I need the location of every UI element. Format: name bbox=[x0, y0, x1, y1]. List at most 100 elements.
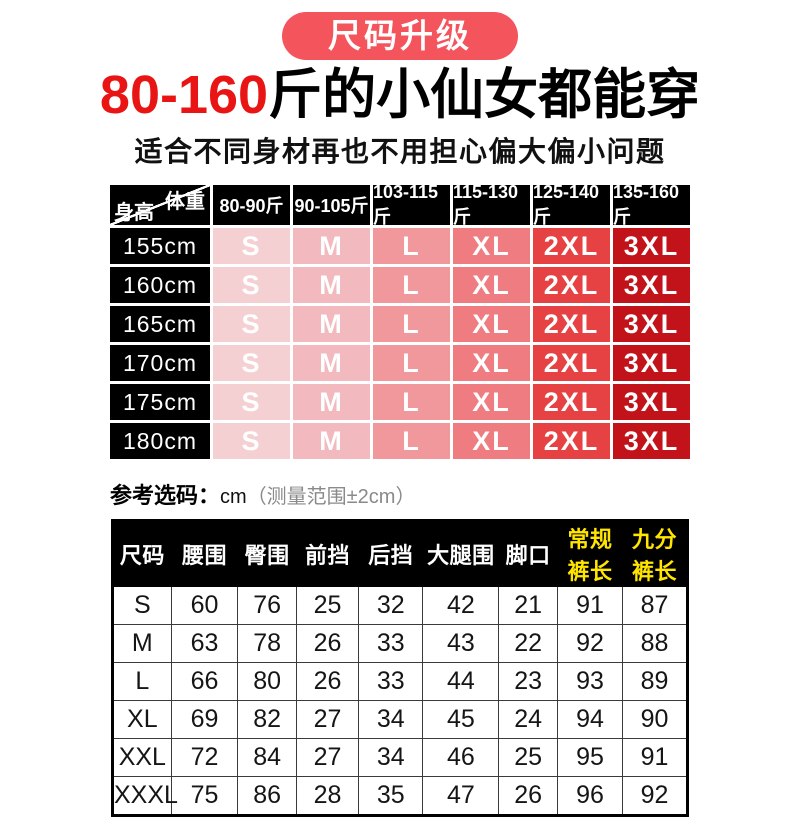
weight-header-cell: 103-115斤 bbox=[373, 182, 450, 227]
size-cell: L bbox=[373, 306, 450, 343]
measure-value-cell: 43 bbox=[422, 624, 500, 664]
size-cell: M bbox=[293, 423, 370, 460]
measure-value-cell: 47 bbox=[422, 776, 500, 817]
measure-value-cell: 46 bbox=[422, 738, 500, 778]
size-cell: S bbox=[213, 228, 290, 265]
note-unit: cm bbox=[220, 486, 247, 509]
badge-row: 尺码升级 bbox=[0, 0, 800, 60]
size-cell: XL bbox=[453, 384, 530, 421]
measure-value-cell: 88 bbox=[621, 624, 689, 664]
size-cell: 2XL bbox=[533, 345, 610, 382]
measure-value-cell: 78 bbox=[237, 624, 297, 664]
size-cell: M bbox=[293, 267, 370, 304]
measure-value-cell: 44 bbox=[422, 662, 500, 702]
height-cell: 180cm bbox=[110, 423, 210, 460]
size-cell: S bbox=[213, 423, 290, 460]
measure-size-cell: L bbox=[112, 662, 172, 702]
measure-value-cell: 23 bbox=[498, 662, 558, 702]
measure-header-cell: 后挡 bbox=[358, 520, 424, 588]
size-cell: XL bbox=[453, 306, 530, 343]
size-cell: M bbox=[293, 384, 370, 421]
measure-header-cell: 大腿围 bbox=[422, 520, 500, 588]
measure-size-cell: S bbox=[112, 586, 172, 626]
measure-header-cell: 前挡 bbox=[295, 520, 360, 588]
measure-value-cell: 93 bbox=[556, 662, 623, 702]
weight-header-cell: 135-160斤 bbox=[613, 182, 690, 227]
size-cell: 2XL bbox=[533, 267, 610, 304]
weight-header-cell: 90-105斤 bbox=[293, 185, 370, 226]
size-upgrade-badge: 尺码升级 bbox=[282, 12, 518, 60]
measure-row: XXL 72 84 27 34 46 25 95 91 bbox=[112, 738, 689, 778]
title-weight-range: 80-160 bbox=[99, 65, 269, 125]
size-cell: S bbox=[213, 345, 290, 382]
grid-corner-cell: 体重 身高 bbox=[110, 185, 210, 226]
measure-header-cell: 腰围 bbox=[170, 520, 239, 588]
measure-value-cell: 21 bbox=[498, 586, 558, 626]
measure-value-cell: 89 bbox=[621, 662, 689, 702]
size-cell: L bbox=[373, 423, 450, 460]
measure-value-cell: 25 bbox=[295, 586, 360, 626]
measure-header-row: 尺码 腰围 臀围 前挡 后挡 大腿围 脚口 常规裤长 九分裤长 bbox=[112, 520, 689, 588]
size-reference-note: 参考选码：cm（测量范围±2cm） bbox=[110, 478, 690, 510]
measure-value-cell: 91 bbox=[556, 586, 623, 626]
height-cell: 170cm bbox=[110, 345, 210, 382]
measure-value-cell: 60 bbox=[170, 586, 239, 626]
height-weight-size-grid: 体重 身高 80-90斤 90-105斤 103-115斤 115-130斤 125-1… bbox=[110, 182, 690, 460]
measure-size-cell: XL bbox=[112, 700, 172, 740]
measure-table-body: S 60 76 25 32 42 21 91 87 M 63 78 26 33 43 22 92 88 L 66 80 2… bbox=[112, 586, 689, 817]
measure-header-cell: 九分裤长 bbox=[621, 520, 689, 588]
measure-size-cell: M bbox=[112, 624, 172, 664]
measure-value-cell: 76 bbox=[237, 586, 297, 626]
measure-value-cell: 45 bbox=[422, 700, 500, 740]
weight-header-cell: 115-130斤 bbox=[453, 182, 530, 227]
measure-value-cell: 27 bbox=[295, 738, 360, 778]
size-cell: M bbox=[293, 228, 370, 265]
measurement-table: 尺码 腰围 臀围 前挡 后挡 大腿围 脚口 常规裤长 九分裤长 S 60 76 25 32 42 21 91 8… bbox=[111, 519, 689, 817]
corner-weight-label: 体重 bbox=[165, 191, 205, 214]
size-cell: 3XL bbox=[613, 306, 690, 343]
measure-value-cell: 63 bbox=[170, 624, 239, 664]
measure-value-cell: 92 bbox=[621, 776, 689, 817]
size-cell: 2XL bbox=[533, 228, 610, 265]
height-cell: 160cm bbox=[110, 267, 210, 304]
size-cell: L bbox=[373, 345, 450, 382]
size-cell: XL bbox=[453, 228, 530, 265]
measure-row: M 63 78 26 33 43 22 92 88 bbox=[112, 624, 689, 664]
measure-value-cell: 87 bbox=[621, 586, 689, 626]
size-cell: 2XL bbox=[533, 423, 610, 460]
measure-value-cell: 42 bbox=[422, 586, 500, 626]
measure-value-cell: 26 bbox=[295, 624, 360, 664]
measure-row: XXXL 75 86 28 35 47 26 96 92 bbox=[112, 776, 689, 817]
size-cell: XL bbox=[453, 345, 530, 382]
measure-value-cell: 69 bbox=[170, 700, 239, 740]
measure-value-cell: 80 bbox=[237, 662, 297, 702]
measure-value-cell: 35 bbox=[358, 776, 424, 817]
measure-header-cell: 常规裤长 bbox=[556, 520, 623, 588]
size-cell: 2XL bbox=[533, 384, 610, 421]
measure-value-cell: 72 bbox=[170, 738, 239, 778]
size-cell: S bbox=[213, 306, 290, 343]
measure-value-cell: 84 bbox=[237, 738, 297, 778]
height-cell: 165cm bbox=[110, 306, 210, 343]
size-cell: XL bbox=[453, 267, 530, 304]
measure-value-cell: 27 bbox=[295, 700, 360, 740]
size-cell: M bbox=[293, 306, 370, 343]
measure-value-cell: 22 bbox=[498, 624, 558, 664]
size-cell: S bbox=[213, 267, 290, 304]
measure-value-cell: 94 bbox=[556, 700, 623, 740]
measure-value-cell: 28 bbox=[295, 776, 360, 817]
measure-value-cell: 66 bbox=[170, 662, 239, 702]
measure-value-cell: 24 bbox=[498, 700, 558, 740]
measure-value-cell: 95 bbox=[556, 738, 623, 778]
size-cell: 3XL bbox=[613, 228, 690, 265]
corner-height-label: 身高 bbox=[114, 202, 154, 225]
size-cell: 3XL bbox=[613, 267, 690, 304]
measure-value-cell: 33 bbox=[358, 624, 424, 664]
size-cell: L bbox=[373, 384, 450, 421]
size-cell: L bbox=[373, 228, 450, 265]
measure-value-cell: 34 bbox=[358, 700, 424, 740]
measure-size-cell: XXXL bbox=[112, 776, 178, 817]
measure-value-cell: 96 bbox=[556, 776, 623, 817]
size-cell: L bbox=[373, 267, 450, 304]
